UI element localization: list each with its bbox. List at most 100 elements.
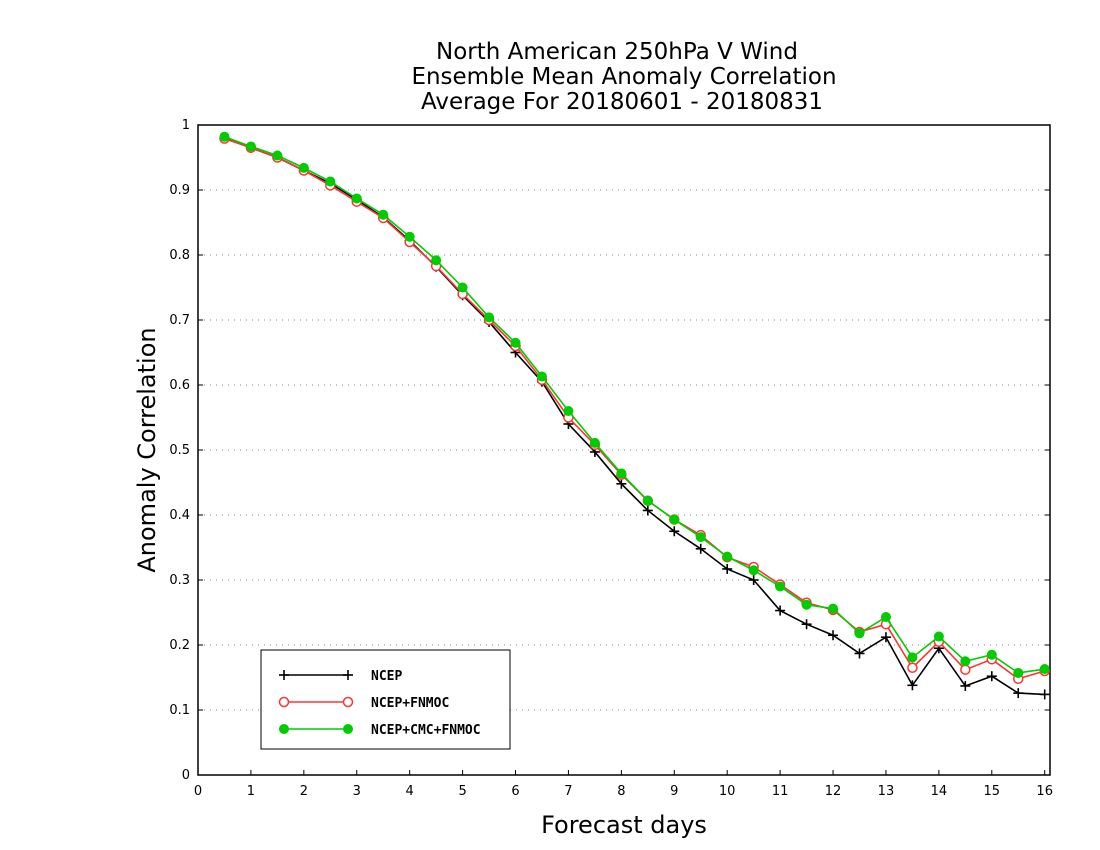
legend-marker [279, 724, 289, 734]
legend-marker [343, 670, 353, 680]
x-tick-label: 10 [719, 784, 736, 799]
legend-box [260, 649, 511, 750]
series-line [224, 135, 1045, 674]
legend: NCEP NCEP+FNMOC NCEP+CMC+FNMOC [260, 649, 511, 750]
data-point [298, 162, 309, 173]
series-layer [219, 131, 1050, 700]
data-point [722, 551, 733, 562]
data-point [563, 406, 574, 416]
data-point [828, 630, 839, 641]
data-point [695, 543, 706, 554]
x-tick-label: 9 [670, 784, 678, 799]
data-point [219, 131, 230, 142]
legend-marker [279, 670, 289, 680]
data-point [775, 605, 786, 616]
data-point [272, 150, 283, 161]
y-tick-label: 0.9 [169, 183, 190, 198]
y-tick-label: 0.7 [169, 313, 190, 328]
data-point [748, 575, 759, 585]
y-axis-title: Anomaly Correlation [133, 327, 161, 572]
data-point [986, 649, 997, 660]
legend-entry: NCEP+CMC+FNMOC [279, 723, 481, 738]
data-point [801, 599, 812, 610]
data-point [245, 141, 256, 152]
y-tick-label: 0.2 [169, 638, 190, 653]
x-tick-label: 13 [878, 784, 895, 799]
data-point [695, 532, 706, 543]
x-tick-label: 14 [931, 784, 948, 799]
chart-title-line-3: Average For 20180601 - 20180831 [421, 89, 823, 115]
data-point [484, 312, 495, 323]
series-line [224, 137, 1045, 696]
data-point [722, 563, 733, 574]
data-point [404, 231, 415, 242]
grid [198, 189, 1050, 711]
data-point [854, 628, 865, 639]
x-tick-label: 16 [1036, 784, 1053, 799]
data-point [642, 495, 653, 506]
data-point [589, 437, 600, 448]
chart-title-line-1: North American 250hPa V Wind [436, 39, 798, 65]
data-point [616, 478, 627, 489]
data-point [1013, 667, 1024, 678]
x-tick-label: 5 [458, 784, 466, 799]
series-ncep-cmc-fnmoc [219, 131, 1050, 678]
legend-label: NCEP [371, 669, 402, 684]
data-point [880, 612, 891, 623]
data-point [801, 619, 812, 630]
data-point [536, 371, 547, 382]
x-tick-label: 4 [406, 784, 414, 799]
legend-entry: NCEP+FNMOC [278, 696, 449, 711]
y-tick-label: 0.6 [169, 378, 190, 393]
legend-label: NCEP+FNMOC [371, 696, 449, 711]
y-tick-label: 0.3 [169, 573, 190, 588]
data-point [960, 680, 971, 691]
data-point [1039, 664, 1050, 675]
data-point [907, 662, 918, 673]
y-tick-label: 0.5 [169, 443, 190, 458]
data-point [907, 652, 918, 663]
x-tick-label: 2 [300, 784, 308, 799]
y-tick-label: 0 [182, 768, 190, 783]
y-tick-label: 0.8 [169, 248, 190, 263]
data-point [431, 255, 442, 266]
data-point [880, 632, 891, 643]
x-axis-title: Forecast days [541, 811, 707, 839]
data-point [933, 631, 944, 642]
data-point [854, 648, 865, 659]
data-point [1013, 688, 1024, 699]
x-tick-label: 12 [825, 784, 842, 799]
legend-entry: NCEP [279, 669, 402, 684]
data-point [616, 468, 627, 479]
data-point [775, 581, 786, 592]
data-point [378, 209, 389, 220]
chart-title-line-2: Ensemble Mean Anomaly Correlation [411, 64, 836, 90]
data-point [828, 603, 839, 614]
series-ncep-fnmoc [219, 133, 1050, 685]
data-point [1039, 689, 1050, 700]
y-tick-label: 0.4 [169, 508, 190, 523]
axis-ticks: 00.10.20.30.40.50.60.70.80.910 1 2 3 4 5 6 7 8 9 1… [169, 118, 1053, 799]
x-tick-label: 15 [984, 784, 1001, 799]
legend-label: NCEP+CMC+FNMOC [371, 723, 481, 738]
x-tick-label: 3 [353, 784, 361, 799]
legend-marker [342, 696, 354, 708]
data-point [642, 505, 653, 516]
x-tick-label: 11 [772, 784, 789, 799]
x-tick-label: 0 [194, 784, 202, 799]
series-line [224, 137, 1045, 680]
data-point [669, 514, 680, 525]
data-point [510, 337, 521, 348]
legend-marker [278, 696, 290, 708]
series-ncep [219, 133, 1050, 700]
y-tick-label: 0.1 [169, 703, 190, 718]
legend-marker [343, 724, 353, 734]
data-point [748, 565, 759, 576]
data-point [986, 671, 997, 682]
x-tick-label: 6 [511, 784, 519, 799]
x-tick-label: 1 [247, 784, 255, 799]
data-point [907, 680, 918, 691]
data-point [325, 176, 336, 187]
data-point [669, 526, 680, 537]
